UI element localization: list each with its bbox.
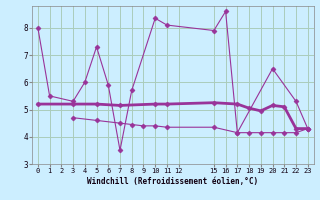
X-axis label: Windchill (Refroidissement éolien,°C): Windchill (Refroidissement éolien,°C) (87, 177, 258, 186)
